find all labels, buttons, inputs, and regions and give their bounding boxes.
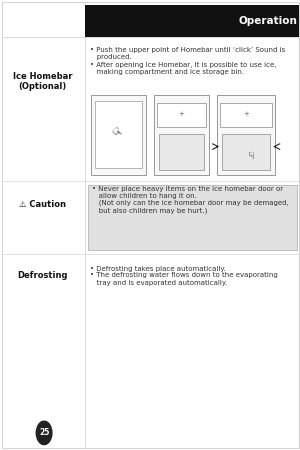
Bar	[88, 184, 297, 250]
Text: Ice Homebar
(Optional): Ice Homebar (Optional)	[13, 72, 73, 91]
Text: • Push the upper point of Homebar until ‘click’ Sound is
   produced.: • Push the upper point of Homebar until …	[90, 47, 285, 60]
Bar	[157, 103, 206, 126]
Bar	[85, 4, 298, 37]
Text: 25: 25	[39, 428, 49, 437]
Bar	[217, 94, 275, 175]
Text: Operation: Operation	[238, 16, 297, 26]
Text: ☞: ☞	[107, 124, 124, 141]
Bar	[222, 134, 270, 170]
Text: +: +	[179, 111, 184, 117]
Text: • Defrosting takes place automatically.
• The defrosting water flows down to the: • Defrosting takes place automatically. …	[90, 266, 278, 285]
Text: ☞: ☞	[244, 150, 254, 159]
Bar	[220, 103, 272, 126]
Bar	[95, 101, 142, 168]
Bar	[154, 94, 209, 175]
Text: Defrosting: Defrosting	[17, 271, 68, 280]
Bar	[159, 134, 204, 170]
Text: • Never place heavy items on the ice homebar door or
   allow children to hang i: • Never place heavy items on the ice hom…	[92, 186, 289, 214]
Text: ⚠ Caution: ⚠ Caution	[19, 200, 66, 209]
Bar	[91, 94, 146, 175]
Text: • After opening Ice Homebar, It is possible to use ice,
   making compartment an: • After opening Ice Homebar, It is possi…	[90, 62, 277, 75]
Circle shape	[36, 421, 52, 445]
Text: +: +	[243, 111, 249, 117]
